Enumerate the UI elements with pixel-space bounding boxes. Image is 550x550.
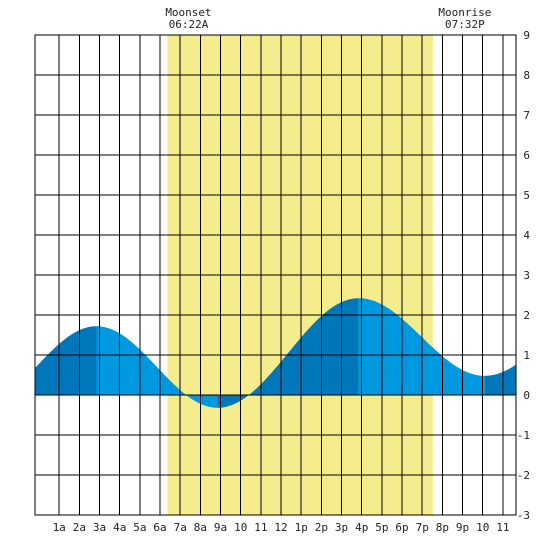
moonrise-label: Moonrise — [438, 6, 491, 19]
x-tick-label: 11 — [496, 521, 509, 534]
moonset-label: Moonset — [165, 6, 211, 19]
plot-border — [34, 34, 517, 516]
tide-area — [35, 298, 516, 408]
tide-rising-segment — [484, 364, 516, 395]
grid — [34, 34, 517, 516]
y-tick-label: -2 — [517, 469, 530, 482]
x-tick-label: 5a — [133, 521, 146, 534]
tide-rising-segment — [35, 326, 97, 395]
x-tick-label: 7p — [416, 521, 429, 534]
tide-falling-segment — [358, 298, 485, 395]
x-tick-label: 9p — [456, 521, 469, 534]
x-tick-label: 8a — [194, 521, 207, 534]
y-tick-label: 6 — [523, 149, 530, 162]
y-tick-label: 4 — [523, 229, 530, 242]
y-tick-label: -1 — [517, 429, 530, 442]
y-tick-label: 8 — [523, 69, 530, 82]
x-tick-label: 3a — [93, 521, 106, 534]
x-tick-label: 4p — [355, 521, 368, 534]
moonset-time: 06:22A — [169, 18, 209, 31]
y-tick-label: 2 — [523, 309, 530, 322]
y-tick-label: 0 — [523, 389, 530, 402]
x-tick-label: 12 — [274, 521, 287, 534]
y-tick-label: 9 — [523, 29, 530, 42]
x-tick-label: 2a — [73, 521, 86, 534]
y-tick-label: 1 — [523, 349, 530, 362]
x-tick-label: 6a — [153, 521, 166, 534]
x-tick-label: 6p — [395, 521, 408, 534]
x-tick-label: 4a — [113, 521, 126, 534]
x-tick-label: 9a — [214, 521, 227, 534]
moonrise-time: 07:32P — [445, 18, 485, 31]
y-tick-label: 5 — [523, 189, 530, 202]
x-tick-label: 11 — [254, 521, 267, 534]
tide-rising-segment — [217, 298, 359, 408]
y-tick-label: 3 — [523, 269, 530, 282]
x-tick-label: 10 — [476, 521, 489, 534]
tide-falling-segment — [96, 326, 218, 408]
x-tick-label: 7a — [174, 521, 187, 534]
x-tick-label: 2p — [315, 521, 328, 534]
x-tick-label: 1a — [53, 521, 66, 534]
x-axis-labels: 1a 2a 3a 4a 5a 6a 7a 8a 9a 10 11 12 1p 2p 3p 4p 5p 6p 7p 8p… — [53, 521, 510, 534]
x-tick-label: 8p — [436, 521, 449, 534]
y-axis-labels: -3 -2 -1 0 1 2 3 4 5 6 7 8 9 — [517, 29, 531, 522]
x-tick-label: 3p — [335, 521, 348, 534]
y-tick-label: 7 — [523, 109, 530, 122]
x-tick-label: 1p — [295, 521, 308, 534]
x-tick-label: 10 — [234, 521, 247, 534]
x-tick-label: 5p — [375, 521, 388, 534]
y-tick-label: -3 — [517, 509, 530, 522]
